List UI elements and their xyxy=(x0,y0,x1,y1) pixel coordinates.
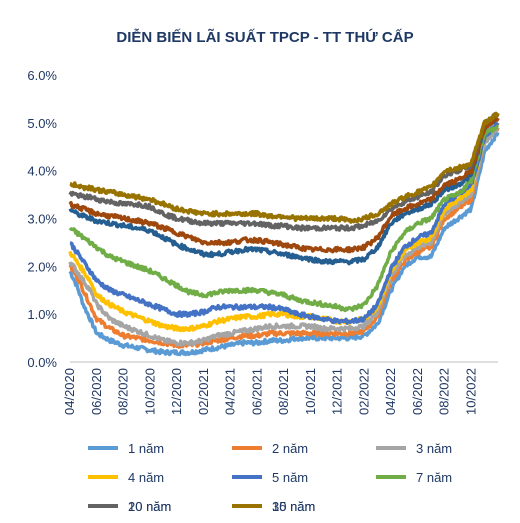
legend-item: 5 năm xyxy=(232,470,308,485)
x-tick-label: 10/2022 xyxy=(463,368,478,415)
legend-item: 20 năm xyxy=(88,499,171,514)
x-tick-label: 02/2021 xyxy=(196,368,211,415)
series-lines xyxy=(68,111,500,357)
x-tick-label: 06/2020 xyxy=(89,368,104,415)
legend-item: 4 năm xyxy=(88,470,164,485)
y-tick-label: 6.0% xyxy=(27,68,57,83)
series-line xyxy=(69,111,500,224)
legend-label: 7 năm xyxy=(416,470,452,485)
legend: 1 năm 2 năm 3 năm 4 năm 5 năm 7 năm 10 năm 15 n… xyxy=(88,441,452,514)
legend-label: 4 năm xyxy=(128,470,164,485)
x-tick-label: 08/2021 xyxy=(276,368,291,415)
legend-label: 10 năm xyxy=(128,499,171,514)
series-line xyxy=(68,127,500,349)
series-line xyxy=(68,116,500,254)
legend-item: 30 năm xyxy=(232,499,315,514)
legend-label: 2 năm xyxy=(272,441,308,456)
x-tick-label: 08/2020 xyxy=(116,368,131,415)
legend-label: 30 năm xyxy=(272,499,315,514)
series-line xyxy=(69,121,500,325)
series-line xyxy=(68,122,500,333)
y-axis: 0.0% 1.0% 2.0% 3.0% 4.0% 5.0% 6.0% xyxy=(27,68,57,370)
x-tick-label: 04/2022 xyxy=(383,368,398,415)
x-tick-label: 10/2020 xyxy=(142,368,157,415)
x-tick-label: 06/2021 xyxy=(249,368,264,415)
series-line xyxy=(68,117,500,266)
legend-label: 20 năm xyxy=(128,499,171,514)
y-tick-label: 4.0% xyxy=(27,164,57,179)
chart-title: DIỄN BIẾN LÃI SUẤT TPCP - TT THỨ CẤP xyxy=(116,28,413,46)
y-tick-label: 2.0% xyxy=(27,259,57,274)
series-line xyxy=(68,112,500,232)
series-line xyxy=(68,125,500,313)
legend-label: 1 năm xyxy=(128,441,164,456)
x-tick-label: 04/2021 xyxy=(223,368,238,415)
legend-label: 5 năm xyxy=(272,470,308,485)
x-tick-label: 08/2022 xyxy=(437,368,452,415)
y-tick-label: 1.0% xyxy=(27,307,57,322)
y-tick-label: 5.0% xyxy=(27,116,57,131)
x-tick-label: 04/2020 xyxy=(62,368,77,415)
x-tick-label: 12/2020 xyxy=(169,368,184,415)
legend-label: 15 năm xyxy=(272,499,315,514)
x-tick-label: 02/2022 xyxy=(356,368,371,415)
x-axis: 04/2020 06/2020 08/2020 10/2020 12/2020 02/20… xyxy=(62,361,498,415)
legend-item: 3 năm xyxy=(376,441,452,456)
x-tick-label: 10/2021 xyxy=(303,368,318,415)
y-tick-label: 3.0% xyxy=(27,212,57,227)
x-tick-label: 06/2022 xyxy=(410,368,425,415)
y-tick-label: 0.0% xyxy=(27,355,57,370)
legend-item: 1 năm xyxy=(88,441,164,456)
legend-item: 7 năm xyxy=(376,470,452,485)
x-tick-label: 12/2021 xyxy=(330,368,345,415)
legend-label: 3 năm xyxy=(416,441,452,456)
series-line xyxy=(68,126,499,347)
legend-item: 2 năm xyxy=(232,441,308,456)
series-line xyxy=(68,131,500,357)
